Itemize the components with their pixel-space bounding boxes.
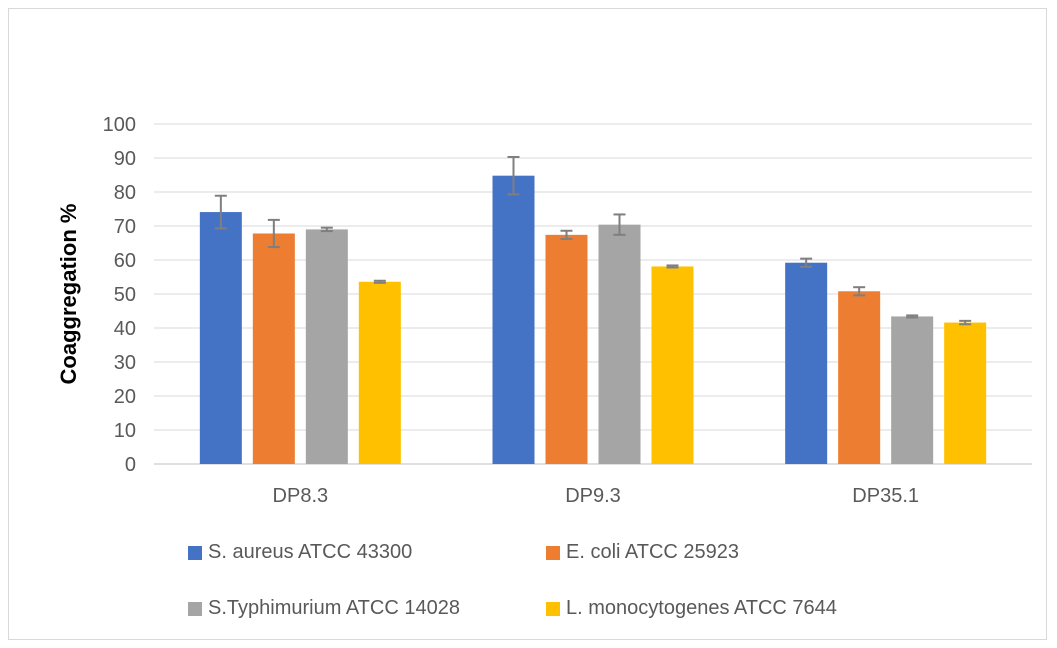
legend-swatch [188,601,202,616]
x-axis-categories: DP8.3 DP9.3 DP35.1 [273,485,919,507]
y-tick-label: 40 [114,318,136,340]
legend-swatch [188,545,202,560]
y-tick-label: 20 [114,386,136,408]
error-bar [507,155,520,196]
bar [252,233,295,464]
error-bar [267,218,280,249]
bar [545,234,588,464]
bar [651,266,694,464]
error-bar [613,213,626,236]
bar [305,229,348,464]
x-category-label: DP8.3 [273,485,329,507]
error-bar [666,264,679,269]
legend-item: S.Typhimurium ATCC 14028 [188,597,460,620]
legend-swatch [546,601,560,616]
legend-label: E. coli ATCC 25923 [566,541,740,563]
gridlines [154,123,1032,465]
bar [492,175,535,464]
y-tick-label: 80 [114,182,136,204]
bar [199,212,242,464]
error-bar [373,279,386,284]
bar [598,224,641,464]
y-tick-label: 70 [114,216,136,238]
error-bars [214,155,972,326]
bar [838,291,881,464]
y-tick-label: 0 [125,454,136,476]
y-tick-label: 10 [114,420,136,442]
legend-item: S. aureus ATCC 43300 [188,541,412,564]
error-bar [853,286,866,297]
legend-label: S. aureus ATCC 43300 [208,541,413,563]
bar [358,281,401,464]
legend-item: L. monocytogenes ATCC 7644 [546,597,837,620]
bars [199,175,987,464]
error-bar [959,319,972,326]
x-category-label: DP9.3 [565,485,621,507]
error-bar [214,194,227,230]
error-bar [560,229,573,240]
legend-label: S.Typhimurium ATCC 14028 [208,597,460,619]
x-category-label: DP35.1 [852,485,919,507]
error-bar [320,226,333,233]
y-axis-ticks: 0 10 20 30 40 50 60 70 80 90 100 [103,114,136,476]
y-tick-label: 50 [114,284,136,306]
y-tick-label: 90 [114,148,136,170]
error-bar [800,257,813,268]
y-tick-label: 100 [103,114,136,136]
legend-item: E. coli ATCC 25923 [546,541,739,564]
y-axis-label: Coaggregation % [56,204,81,385]
legend-swatch [546,545,560,560]
bar [891,316,934,464]
bar [944,322,987,464]
error-bar [906,314,919,319]
bar [785,262,828,464]
y-tick-label: 60 [114,250,136,272]
y-tick-label: 30 [114,352,136,374]
legend-label: L. monocytogenes ATCC 7644 [566,597,837,619]
